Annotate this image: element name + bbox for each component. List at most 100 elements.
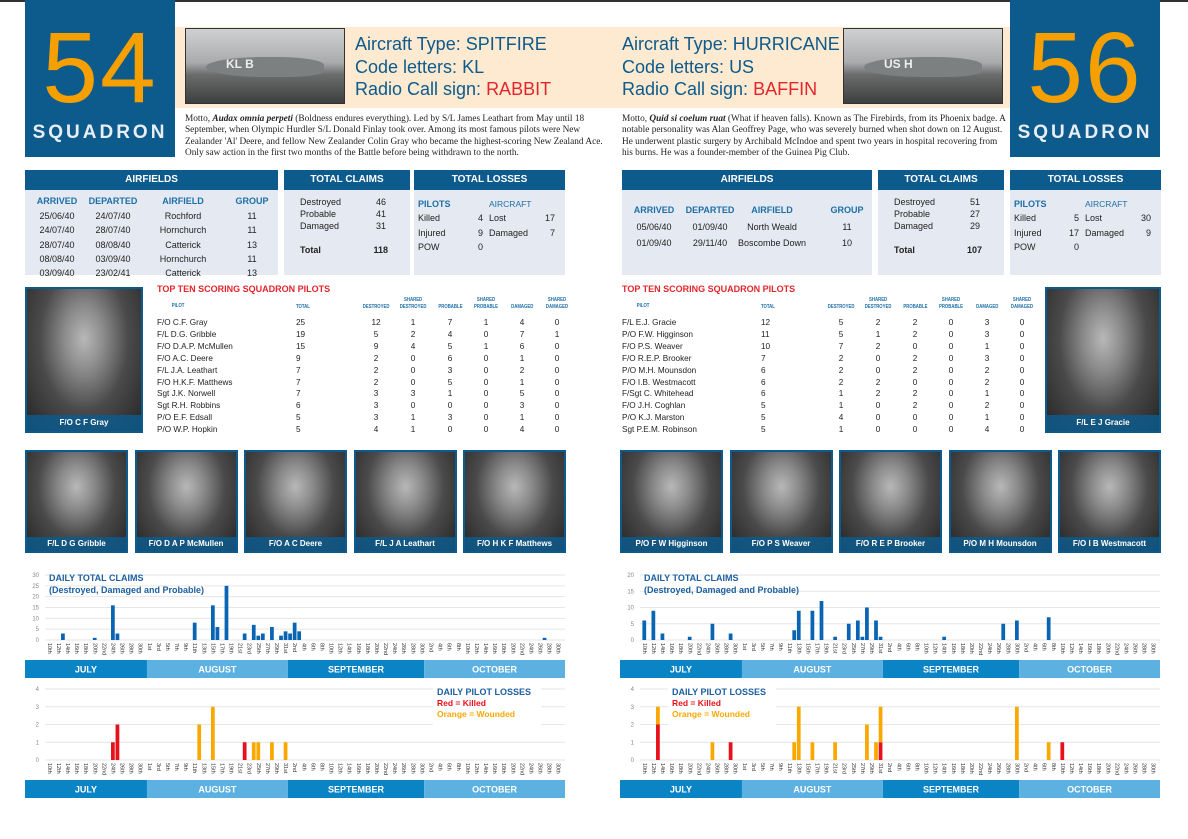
airfields-panel: AIRFIELDS ARRIVED DEPARTED AIRFIELD GROUP 05/… bbox=[622, 170, 872, 275]
x-tick-label: 14th bbox=[659, 643, 665, 654]
pilot-name: P/O F.W. Higginson bbox=[622, 329, 693, 339]
squadron-56-section: 56 SQUADRON US H Aircraft Type: HURRICANE … bbox=[620, 0, 1161, 839]
pilot-score: 1 bbox=[554, 329, 560, 339]
pilot-score: 0 bbox=[1019, 353, 1025, 363]
x-tick-label: 26th bbox=[537, 643, 543, 654]
pilot-score: 1 bbox=[410, 318, 416, 327]
pilot-score: 7 bbox=[296, 377, 301, 387]
airfields-title: AIRFIELDS bbox=[25, 170, 278, 190]
x-tick-label: 26th bbox=[119, 763, 125, 774]
x-tick-label: 24th bbox=[109, 763, 115, 774]
x-tick-label: 22nd bbox=[977, 643, 983, 655]
x-tick-label: 24th bbox=[109, 643, 115, 654]
x-tick-label: 8th bbox=[318, 763, 324, 771]
x-tick-label: 24th bbox=[391, 643, 397, 654]
squadron-label: SQUADRON bbox=[32, 122, 168, 143]
claims-bar bbox=[810, 610, 815, 640]
x-tick-label: 28th bbox=[409, 643, 415, 654]
pilot-score: 6 bbox=[296, 401, 301, 411]
pilot-loss-value: 4 bbox=[477, 213, 483, 223]
pilot-score: 2 bbox=[912, 329, 918, 339]
month-label: SEPTEMBER bbox=[923, 665, 980, 675]
x-tick-label: 18th bbox=[82, 763, 88, 774]
pilot-score: 7 bbox=[296, 365, 301, 375]
pilot-score: 3 bbox=[519, 401, 525, 411]
airfields-column-header: GROUP bbox=[235, 196, 269, 206]
photo-caption: F/L E J Gracie bbox=[1047, 415, 1159, 431]
x-tick-label: 30th bbox=[1013, 763, 1019, 774]
pilot-photo: P/O M H Mounsdon bbox=[948, 450, 1052, 553]
airfields-cell: 25/06/40 bbox=[39, 211, 75, 221]
x-tick-label: 26th bbox=[995, 763, 1001, 774]
airfields-cell: Hornchurch bbox=[159, 225, 207, 236]
pilot-score: 2 bbox=[984, 377, 990, 387]
claims-value: 29 bbox=[969, 221, 980, 231]
x-tick-label: 10th bbox=[464, 763, 470, 774]
y-tick-label: 3 bbox=[631, 705, 635, 711]
claims-bar bbox=[251, 624, 256, 640]
pilot-score: 0 bbox=[410, 401, 416, 411]
pilot-score: 1 bbox=[447, 389, 453, 399]
claims-bar bbox=[61, 633, 65, 640]
top-ten-column-header-text: PILOT bbox=[171, 303, 185, 309]
claims-value: 27 bbox=[969, 209, 980, 219]
x-tick-label: 5th bbox=[759, 763, 765, 771]
airfields-cell: 28/07/40 bbox=[95, 225, 131, 236]
pilot-score: 0 bbox=[875, 413, 881, 423]
pilot-score: 2 bbox=[875, 318, 881, 327]
x-tick-label: 14th bbox=[1077, 763, 1083, 774]
airfields-cell: 24/07/40 bbox=[39, 225, 75, 236]
claims-bar bbox=[874, 620, 878, 640]
x-tick-label: 2nd bbox=[291, 643, 297, 652]
x-tick-label: 22nd bbox=[518, 643, 524, 655]
pilot-score: 7 bbox=[519, 329, 525, 339]
claims-bar bbox=[792, 630, 797, 640]
x-tick-label: 20th bbox=[91, 763, 97, 774]
top-ten-column-header: SHARED DAMAGED bbox=[1005, 294, 1039, 310]
pilot-score: 6 bbox=[519, 341, 525, 351]
radio-call-sign-label: Radio Call sign: bbox=[355, 79, 487, 99]
pilot-score: 2 bbox=[984, 365, 990, 375]
pilot-score: 1 bbox=[984, 341, 990, 351]
x-tick-label: 11th bbox=[786, 643, 792, 653]
pilot-name: F/L D.G. Gribble bbox=[157, 329, 217, 339]
x-tick-label: 24th bbox=[527, 643, 533, 654]
x-tick-label: 16th bbox=[668, 763, 674, 774]
x-tick-label: 10th bbox=[328, 763, 334, 774]
airfields-cell: North Weald bbox=[747, 222, 797, 232]
pilot-score: 1 bbox=[519, 353, 525, 363]
month-label: AUGUST bbox=[198, 785, 237, 795]
airfields-cell: 24/07/40 bbox=[95, 211, 131, 221]
month-label: OCTOBER bbox=[1067, 665, 1112, 675]
month-band bbox=[25, 660, 147, 678]
pilot-name: F/O A.C. Deere bbox=[157, 353, 213, 363]
pilot-score: 5 bbox=[519, 389, 525, 399]
pilot-name: F/O I.B. Westmacott bbox=[622, 377, 696, 387]
description-text: (Boldness endures everything). Led by S/… bbox=[185, 114, 603, 158]
pilot-score: 0 bbox=[1019, 413, 1025, 423]
x-tick-label: 12th bbox=[337, 763, 343, 774]
top-ten-column-header: SHARED DESTROYED bbox=[396, 294, 430, 310]
x-tick-label: 25th bbox=[255, 763, 261, 774]
pilot-score: 7 bbox=[447, 318, 453, 327]
y-tick-label: 5 bbox=[631, 622, 635, 628]
x-tick-label: 7th bbox=[173, 763, 179, 771]
airfields-cell: 03/09/40 bbox=[95, 253, 131, 264]
claims-bar bbox=[942, 636, 947, 640]
x-tick-label: 18th bbox=[364, 643, 370, 654]
top-ten-column-header-text: TOTAL bbox=[296, 303, 310, 310]
y-tick-label: 0 bbox=[631, 638, 635, 644]
pilot-score: 0 bbox=[948, 389, 954, 399]
pilot-score: 5 bbox=[761, 401, 766, 411]
pilot-score: 9 bbox=[373, 341, 379, 351]
x-tick-label: 9th bbox=[182, 643, 188, 651]
x-tick-label: 20th bbox=[91, 643, 97, 654]
airfields-cell: 05/06/40 bbox=[636, 222, 672, 232]
x-tick-label: 16th bbox=[950, 763, 956, 774]
month-band bbox=[287, 780, 425, 798]
x-tick-label: 17th bbox=[813, 763, 819, 774]
top-ten-column-header-text: SHARED DAMAGED bbox=[1010, 297, 1034, 310]
x-tick-label: 3rd bbox=[155, 763, 161, 771]
x-tick-label: 25th bbox=[850, 643, 856, 654]
code-letters-label: Code letters: bbox=[622, 56, 730, 77]
